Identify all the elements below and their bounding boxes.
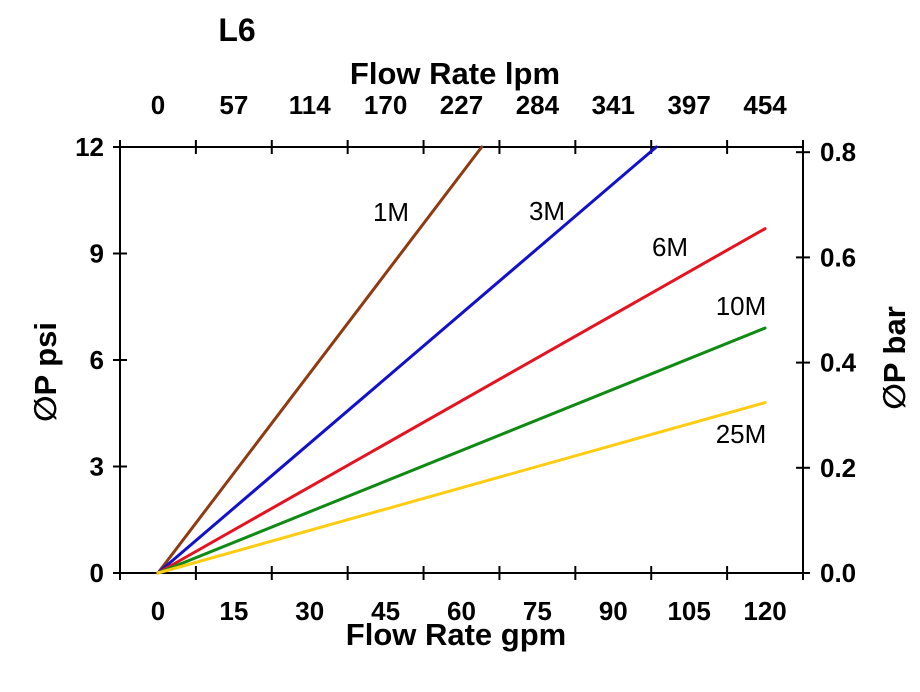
series-line-3M (156, 145, 658, 575)
series-line-1M (156, 145, 484, 575)
top-tick-label: 397 (667, 90, 710, 120)
right-tick-label: 0.8 (820, 137, 856, 167)
series-lines: 1M 3M 6M 10M 25M (156, 145, 767, 575)
top-tick-label: 57 (219, 90, 248, 120)
series-label-6M: 6M (652, 232, 688, 262)
series-line-6M (156, 227, 767, 575)
top-tick-label: 114 (289, 90, 331, 120)
left-tick-label: 0 (90, 558, 104, 588)
top-tick-label: 284 (516, 90, 560, 120)
series-label-25M: 25M (716, 419, 767, 449)
right-tick-label: 0.2 (820, 453, 856, 483)
bottom-tick-label: 75 (523, 596, 552, 626)
bottom-tick-label: 90 (599, 596, 628, 626)
right-axis-title: ∅P bar (877, 306, 912, 410)
top-tick-label: 227 (440, 90, 483, 120)
bottom-axis-title: Flow Rate gpm (346, 617, 566, 652)
right-tick-label: 0.4 (820, 348, 857, 378)
bottom-tick-label: 45 (371, 596, 400, 626)
bottom-tick-label: 0 (151, 596, 165, 626)
axis-ticks (113, 140, 810, 580)
right-tick-label: 0.6 (820, 242, 856, 272)
left-axis-title: ∅P psi (28, 322, 63, 422)
series-line-25M (156, 401, 767, 575)
series-line-10M (156, 326, 767, 575)
top-tick-label: 341 (592, 90, 635, 120)
series-label-3M: 3M (529, 196, 565, 226)
right-tick-label: 0.0 (820, 558, 856, 588)
bottom-tick-label: 60 (447, 596, 476, 626)
series-label-1M: 1M (373, 197, 409, 227)
left-tick-label: 3 (90, 452, 104, 482)
top-tick-label: 454 (743, 90, 787, 120)
bottom-tick-label: 105 (667, 596, 710, 626)
top-tick-label: 170 (364, 90, 407, 120)
left-tick-label: 12 (75, 132, 104, 162)
series-label-10M: 10M (716, 291, 767, 321)
top-tick-label: 0 (151, 90, 165, 120)
left-tick-label: 9 (90, 239, 104, 269)
top-axis-title: Flow Rate lpm (350, 56, 560, 91)
axes-frame (119, 146, 804, 574)
plot-frame (119, 146, 804, 574)
bottom-tick-label: 30 (295, 596, 324, 626)
chart-title: L6 (218, 12, 255, 48)
left-tick-label: 6 (90, 345, 104, 375)
bottom-tick-label: 15 (219, 596, 248, 626)
bottom-tick-label: 120 (743, 596, 786, 626)
